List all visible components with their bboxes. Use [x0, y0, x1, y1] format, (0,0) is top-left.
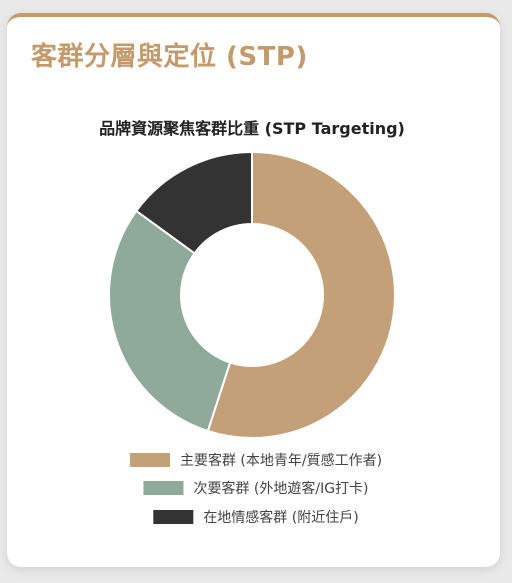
legend-label: 次要客群 (外地遊客/IG打卡) [193, 480, 368, 497]
donut-slices [108, 150, 396, 439]
legend-swatch [143, 481, 184, 495]
legend-swatch [153, 510, 194, 524]
chart-title: 品牌資源聚焦客群比重 (STP Targeting) [99, 119, 405, 138]
card-title: 客群分層與定位 (STP) [31, 42, 308, 72]
legend-label: 主要客群 (本地青年/質感工作者) [180, 452, 382, 469]
donut-slice-primary[interactable] [206, 150, 396, 439]
legend-label: 在地情感客群 (附近住戶) [203, 509, 358, 526]
donut-slice-secondary[interactable] [108, 209, 232, 433]
stp-card [7, 13, 500, 567]
donut-slice-local[interactable] [134, 150, 253, 255]
legend-item-secondary[interactable]: 次要客群 (外地遊客/IG打卡) [143, 480, 369, 497]
legend-item-local[interactable]: 在地情感客群 (附近住戶) [153, 509, 359, 526]
chart-legend: 主要客群 (本地青年/質感工作者) 次要客群 (外地遊客/IG打卡) 在地情感客群 … [129, 452, 382, 526]
legend-item-primary[interactable]: 主要客群 (本地青年/質感工作者) [129, 452, 382, 469]
legend-swatch [129, 453, 170, 467]
